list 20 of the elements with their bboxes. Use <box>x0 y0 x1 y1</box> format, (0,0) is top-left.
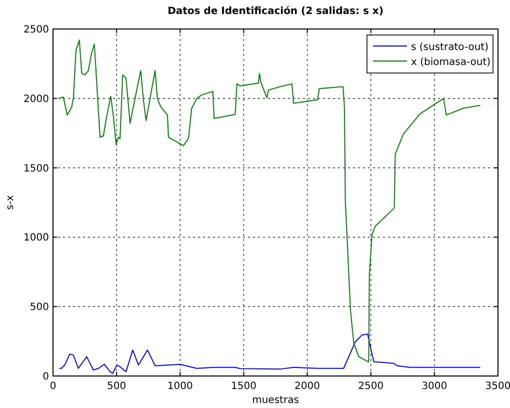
y-tick-label: 500 <box>30 302 49 314</box>
legend-label: s (sustrato-out) <box>411 42 489 53</box>
x-tick-label: 3500 <box>485 381 510 392</box>
x-tick-label: 1000 <box>167 381 193 392</box>
line-series <box>58 334 481 374</box>
chart-title: Datos de Identificación (2 salidas: s x) <box>168 6 384 17</box>
x-tick-label: 1500 <box>230 381 256 392</box>
y-tick-label: 2500 <box>24 24 49 36</box>
x-tick-label: 500 <box>107 381 126 392</box>
x-axis-title: muestras <box>252 395 299 406</box>
y-tick-label: 1500 <box>24 163 49 174</box>
y-axis-title: s-x <box>5 195 16 210</box>
x-tick-label: 2000 <box>294 381 320 392</box>
x-tick-label: 0 <box>50 381 56 392</box>
x-tick-label: 3000 <box>422 381 448 392</box>
y-tick-label: 0 <box>42 372 49 382</box>
x-tick-label: 2500 <box>358 381 384 392</box>
y-tick-label: 1000 <box>24 232 49 244</box>
y-tick-label: 2000 <box>24 94 49 105</box>
legend-label: x (biomasa-out) <box>411 57 491 68</box>
